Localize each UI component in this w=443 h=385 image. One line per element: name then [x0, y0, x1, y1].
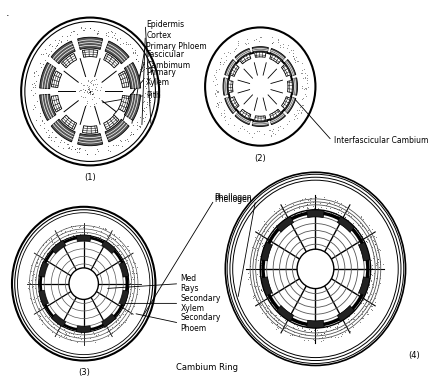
Polygon shape — [119, 261, 128, 277]
Polygon shape — [270, 112, 285, 125]
Polygon shape — [102, 240, 116, 253]
Text: Interfascicular Cambium: Interfascicular Cambium — [334, 136, 428, 145]
Circle shape — [263, 213, 368, 325]
Polygon shape — [39, 94, 56, 121]
Polygon shape — [255, 52, 266, 57]
Circle shape — [212, 34, 309, 139]
Polygon shape — [284, 60, 296, 76]
Polygon shape — [77, 326, 91, 332]
Text: Cambium Ring: Cambium Ring — [176, 363, 238, 372]
Polygon shape — [240, 109, 251, 119]
Polygon shape — [51, 71, 62, 87]
Polygon shape — [270, 54, 281, 64]
Text: (4): (4) — [408, 351, 420, 360]
Circle shape — [40, 237, 127, 330]
Text: (3): (3) — [78, 368, 89, 377]
Polygon shape — [82, 126, 98, 133]
Circle shape — [297, 249, 334, 289]
Text: Primary Phloem: Primary Phloem — [146, 42, 207, 51]
Circle shape — [220, 43, 301, 130]
Text: (2): (2) — [254, 154, 266, 162]
Polygon shape — [51, 314, 66, 327]
Polygon shape — [225, 97, 236, 114]
Polygon shape — [77, 235, 91, 241]
Polygon shape — [255, 116, 266, 121]
Polygon shape — [102, 314, 116, 327]
Polygon shape — [118, 71, 129, 87]
Circle shape — [249, 75, 271, 99]
Polygon shape — [281, 64, 291, 77]
Polygon shape — [270, 109, 281, 119]
Polygon shape — [235, 49, 250, 61]
Polygon shape — [338, 306, 354, 321]
Polygon shape — [119, 290, 128, 306]
Polygon shape — [105, 119, 129, 142]
Polygon shape — [105, 41, 129, 64]
Polygon shape — [51, 119, 75, 142]
Text: Fascicular
Cambimum: Fascicular Cambimum — [146, 50, 190, 70]
Polygon shape — [82, 50, 98, 57]
Polygon shape — [338, 216, 354, 232]
Polygon shape — [51, 41, 75, 64]
Text: (1): (1) — [84, 173, 96, 182]
Polygon shape — [39, 261, 48, 277]
Polygon shape — [223, 78, 228, 95]
Polygon shape — [359, 242, 370, 261]
Circle shape — [38, 35, 143, 148]
Text: Med
Rays: Med Rays — [180, 274, 199, 293]
Circle shape — [27, 223, 141, 345]
Text: Secondary
Phoem: Secondary Phoem — [180, 313, 221, 333]
Text: .: . — [5, 8, 9, 18]
Text: Epidermis: Epidermis — [146, 20, 184, 29]
Polygon shape — [359, 277, 370, 296]
Polygon shape — [51, 240, 66, 253]
Polygon shape — [230, 64, 239, 77]
Circle shape — [28, 25, 152, 157]
Polygon shape — [39, 290, 48, 306]
Polygon shape — [230, 97, 239, 109]
Polygon shape — [261, 242, 272, 261]
Polygon shape — [281, 97, 291, 109]
Polygon shape — [62, 54, 77, 68]
Polygon shape — [228, 80, 233, 92]
Polygon shape — [292, 78, 298, 95]
Polygon shape — [252, 121, 268, 126]
Polygon shape — [276, 306, 294, 321]
Polygon shape — [307, 210, 324, 218]
Polygon shape — [235, 112, 250, 125]
Polygon shape — [78, 134, 103, 146]
Polygon shape — [104, 115, 119, 129]
Polygon shape — [62, 115, 77, 129]
Polygon shape — [78, 37, 103, 49]
Text: Primary
Xylem: Primary Xylem — [146, 68, 176, 87]
Circle shape — [69, 268, 98, 300]
Polygon shape — [288, 80, 292, 92]
Polygon shape — [307, 320, 324, 328]
Text: Cortex: Cortex — [146, 31, 171, 40]
Text: Phellogen: Phellogen — [214, 193, 252, 203]
Polygon shape — [104, 54, 119, 68]
Polygon shape — [270, 49, 285, 61]
Polygon shape — [252, 47, 268, 52]
Polygon shape — [240, 54, 251, 64]
Circle shape — [246, 195, 385, 343]
Polygon shape — [118, 95, 129, 112]
Polygon shape — [261, 277, 272, 296]
Polygon shape — [39, 62, 56, 89]
Polygon shape — [225, 60, 236, 76]
Text: Pith: Pith — [146, 91, 161, 100]
Polygon shape — [284, 97, 296, 114]
Polygon shape — [276, 216, 294, 232]
Text: Phellogen: Phellogen — [214, 196, 252, 204]
Text: Secondary
Xylem: Secondary Xylem — [180, 294, 221, 313]
Polygon shape — [124, 94, 141, 121]
Polygon shape — [51, 95, 62, 112]
Polygon shape — [124, 62, 141, 89]
